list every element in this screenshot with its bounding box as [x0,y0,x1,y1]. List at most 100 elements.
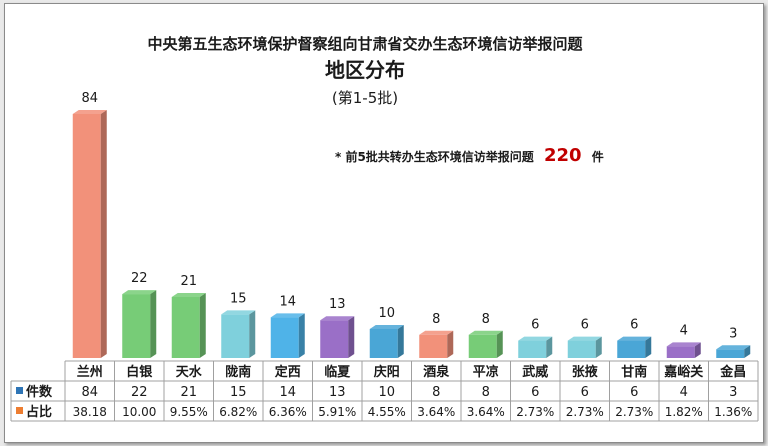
chart-title: 中央第五生态环境保护督察组向甘肃省交办生态环境信访举报问题 [147,35,583,53]
percent-cell: 38.18 [73,405,107,419]
bar-3: 21 [171,274,206,358]
data-label: 10 [378,306,395,321]
bar-front [122,294,151,358]
data-label: 6 [531,318,539,333]
bar-11: 6 [567,318,602,358]
bar-side [546,336,553,358]
category-label: 武威 [522,364,548,380]
category-label: 酒泉 [423,364,450,380]
percent-cell: 2.73% [516,405,554,419]
bar-12: 6 [617,318,652,358]
percent-cell: 10.00 [122,405,156,419]
category-label: 嘉峪关 [663,364,703,380]
chart-note: * 前5批共转办生态环境信访举报问题 220 件 [335,145,604,166]
count-cell: 6 [630,385,638,400]
percent-cell: 2.73% [615,405,653,419]
percent-cell: 5.91% [318,405,356,419]
category-label: 天水 [176,364,203,380]
bar-top [567,336,602,341]
bar-side [150,290,157,358]
category-label: 陇南 [225,364,251,380]
bar-front [617,340,646,358]
bar-side [348,316,355,358]
bars-layer: 84 22 21 15 14 13 10 8 8 6 6 6 4 3 [72,91,751,358]
data-label: 8 [432,312,440,327]
bar-top [468,330,503,335]
category-label: 平凉 [473,364,499,380]
percent-cell: 1.82% [665,405,703,419]
bar-side [496,330,503,358]
bar-front [72,114,101,358]
data-label: 15 [230,291,247,306]
chart-subtitle-batch: (第1-5批) [332,89,398,107]
data-label: 6 [630,318,638,333]
category-label: 金昌 [719,364,746,380]
data-label: 21 [180,274,197,289]
chart-subtitle: 地区分布 [325,58,405,82]
row-header: 件数 [26,384,53,400]
data-label: 13 [329,297,346,312]
percent-cell: 3.64% [417,405,455,419]
bar-top [270,313,305,318]
count-cell: 4 [680,385,688,400]
category-label: 临夏 [324,364,351,380]
percent-cell: 4.55% [368,405,406,419]
bar-top [716,345,751,350]
data-table: 兰州8438.18白银2210.00天水219.55%陇南156.82%定西14… [10,360,759,422]
count-cell: 21 [180,385,197,400]
count-cell: 14 [279,385,296,400]
percent-cell: 3.64% [467,405,505,419]
percent-cell: 2.73% [566,405,604,419]
bar-8: 8 [419,312,454,358]
bar-side [744,345,751,358]
bar-top [72,110,107,114]
percent-cell: 1.36% [714,405,752,419]
count-cell: 15 [230,385,247,400]
bar-top [369,324,404,329]
category-label: 兰州 [77,364,103,380]
bar-front [716,349,745,358]
category-label: 甘南 [621,364,647,380]
bar-9: 8 [468,312,503,358]
bar-front [468,334,497,358]
bar-chart: 中央第五生态环境保护督察组向甘肃省交办生态环境信访举报问题 地区分布 (第1-5… [10,35,759,422]
category-label: 定西 [274,364,301,380]
bar-top [122,290,157,295]
row-header: 占比 [26,404,52,420]
bar-side [298,313,305,358]
bar-14: 3 [716,326,751,358]
bar-front [221,314,250,358]
percent-cell: 9.55% [170,405,208,419]
bar-front [518,340,547,358]
bar-1: 84 [72,91,107,358]
data-label: 8 [482,312,490,327]
note-unit: 件 [592,149,604,164]
bar-4: 15 [221,291,256,358]
bar-side [397,324,404,358]
bar-top [221,310,256,315]
bar-side [595,336,602,358]
bar-top [419,330,454,335]
bar-13: 4 [666,323,701,358]
data-label: 3 [729,326,737,341]
data-label: 6 [581,318,589,333]
count-cell: 13 [329,385,346,400]
data-label: 84 [81,91,98,106]
bar-front [369,328,398,358]
bar-10: 6 [518,318,553,358]
bar-top [617,336,652,341]
bar-front [320,320,349,358]
bar-front [567,340,596,358]
bar-top [171,293,206,297]
percent-cell: 6.36% [269,405,307,419]
bar-front [666,346,695,358]
bar-side [100,110,107,358]
category-label: 张掖 [572,364,599,380]
bar-side [199,293,206,358]
count-cell: 22 [131,385,148,400]
bar-7: 10 [369,306,404,358]
legend-key [16,407,23,414]
count-cell: 84 [81,385,98,400]
count-cell: 8 [432,385,440,400]
count-cell: 10 [378,385,395,400]
